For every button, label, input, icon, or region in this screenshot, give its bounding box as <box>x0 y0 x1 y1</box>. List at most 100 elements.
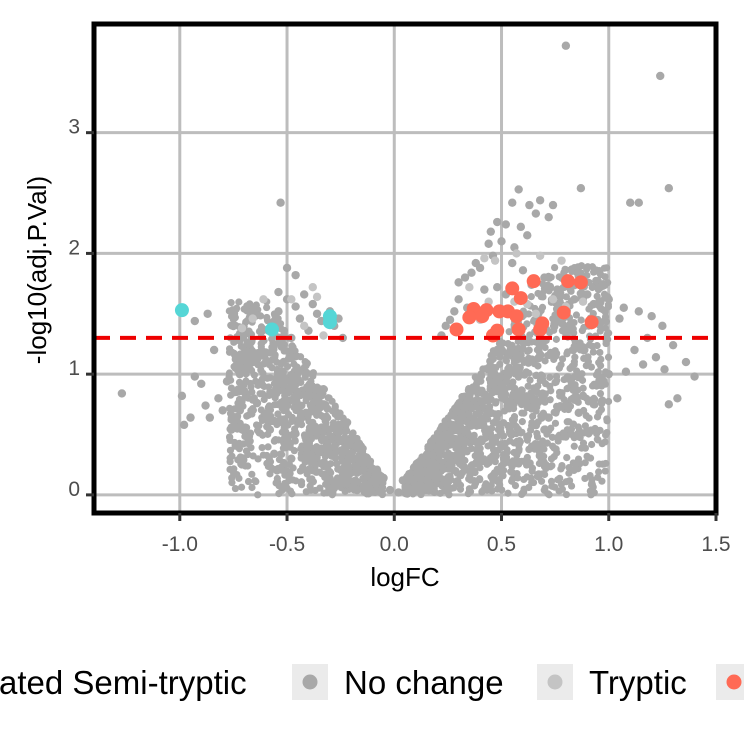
background-point <box>306 475 314 483</box>
data-point <box>201 401 210 410</box>
data-point <box>656 71 665 81</box>
data-point <box>626 198 635 207</box>
background-point <box>259 325 267 333</box>
background-point <box>244 477 253 486</box>
background-point <box>492 364 500 372</box>
background-point <box>490 382 498 390</box>
data-point <box>525 200 534 210</box>
data-point <box>467 268 476 277</box>
background-point <box>546 382 554 390</box>
data-point <box>561 401 571 410</box>
legend-label: ated Semi-tryptic <box>0 664 247 701</box>
data-point <box>317 459 326 468</box>
point-cloud-layer <box>225 262 613 499</box>
background-point <box>435 454 443 462</box>
background-point <box>590 489 598 497</box>
data-point <box>651 353 661 362</box>
background-point <box>418 467 426 475</box>
background-point <box>480 397 488 405</box>
background-point <box>247 444 255 452</box>
data-point <box>561 41 571 50</box>
background-point <box>547 424 555 432</box>
background-point <box>517 393 526 402</box>
data-point <box>480 285 489 294</box>
background-point <box>332 446 341 454</box>
background-point <box>457 472 465 480</box>
data-point <box>619 303 628 312</box>
background-point <box>263 313 271 322</box>
background-point <box>268 335 276 343</box>
background-point <box>467 462 475 470</box>
data-point <box>673 394 682 403</box>
background-point <box>599 317 607 326</box>
background-point <box>425 451 433 459</box>
data-point <box>664 184 674 193</box>
background-point <box>228 478 236 487</box>
data-point <box>460 273 470 282</box>
background-point <box>558 463 566 471</box>
data-point <box>274 307 283 316</box>
grid-layer <box>94 24 716 513</box>
data-point <box>265 425 275 434</box>
background-point <box>567 425 576 433</box>
background-point <box>540 452 548 460</box>
background-point <box>226 458 234 466</box>
background-point <box>558 355 567 363</box>
data-point <box>493 217 502 227</box>
background-point <box>525 446 533 454</box>
background-point <box>474 374 482 382</box>
background-point <box>320 489 328 497</box>
background-point <box>562 490 571 499</box>
data-point <box>269 449 279 459</box>
x-tick-label: 1.5 <box>701 533 730 556</box>
background-point <box>539 375 547 383</box>
data-point <box>553 285 562 294</box>
background-point <box>452 467 460 475</box>
data-point <box>561 274 576 289</box>
background-point <box>543 439 551 447</box>
data-point <box>475 309 490 324</box>
background-point <box>550 453 558 461</box>
data-point <box>478 456 487 466</box>
background-point <box>231 442 239 450</box>
data-point <box>658 321 667 331</box>
background-point <box>571 461 580 469</box>
data-point <box>613 394 622 403</box>
data-point <box>516 222 526 232</box>
background-point <box>551 347 559 355</box>
background-point <box>342 437 350 445</box>
background-point <box>266 406 275 414</box>
data-point <box>261 348 270 357</box>
background-point <box>438 463 446 471</box>
background-point <box>460 463 469 471</box>
background-point <box>313 425 321 433</box>
background-point <box>577 262 586 270</box>
background-point <box>448 412 456 420</box>
background-point <box>277 360 285 368</box>
background-point <box>331 402 339 410</box>
background-point <box>266 374 274 382</box>
background-point <box>227 312 236 320</box>
background-point <box>594 436 602 444</box>
background-point <box>567 378 575 386</box>
background-point <box>254 348 262 357</box>
background-point <box>602 334 611 343</box>
background-point <box>475 408 483 417</box>
data-point <box>638 360 648 369</box>
background-point <box>411 462 419 470</box>
background-point <box>306 430 314 438</box>
data-point <box>385 485 395 495</box>
background-point <box>519 344 527 352</box>
data-point <box>299 321 309 331</box>
background-point <box>230 338 238 346</box>
background-point <box>442 487 450 495</box>
data-point <box>179 420 189 430</box>
background-point <box>442 452 450 460</box>
background-point <box>329 419 338 427</box>
background-point <box>326 443 334 451</box>
background-point <box>604 353 613 361</box>
background-point <box>524 338 532 347</box>
background-point <box>535 459 544 468</box>
data-point <box>445 315 455 325</box>
